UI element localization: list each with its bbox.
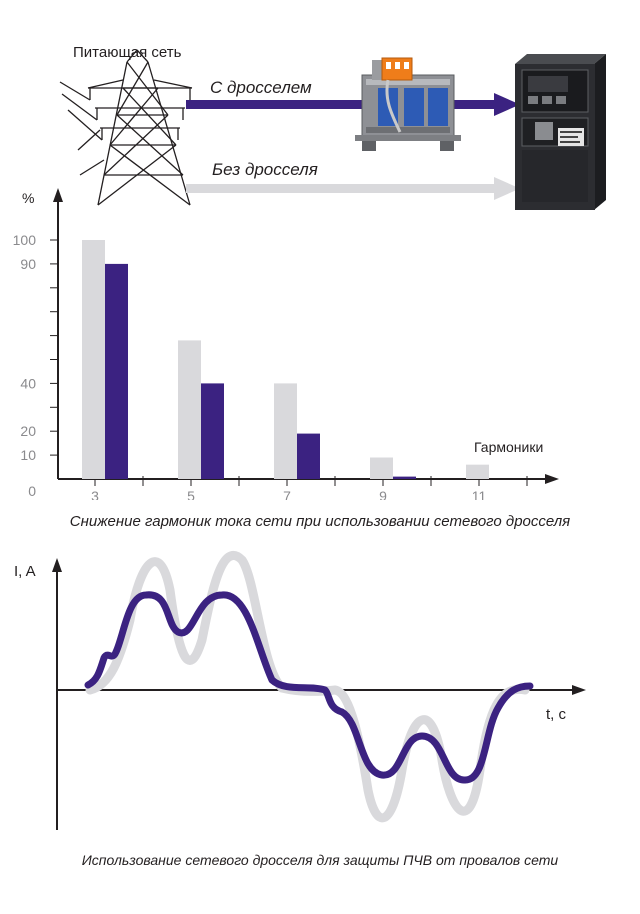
without-choke-label: Без дросселя (212, 160, 318, 179)
supply-diagram (59, 49, 606, 210)
x-tick-label: 9 (379, 488, 387, 500)
y-tick-label: 40 (20, 375, 36, 391)
with-choke-waveform (84, 591, 534, 784)
y-axis-label: % (22, 190, 35, 206)
harmonics-bar-chart: 0 10 20 40 90 100 3 5 7 9 11 (13, 188, 559, 500)
y-tick-label: 100 (13, 232, 37, 248)
chart-tick-labels: 0 10 20 40 90 100 3 5 7 9 11 (13, 232, 487, 500)
x-tick-label: 5 (187, 488, 195, 500)
y-tick-label: 10 (20, 447, 36, 463)
bar-without-choke (370, 457, 393, 479)
x-tick-label: 11 (472, 488, 487, 500)
with-choke-arrow (186, 93, 520, 116)
x-axis-label: Гармоники (474, 439, 544, 455)
x-axis-arrow (545, 474, 559, 484)
y-tick-label: 90 (20, 256, 36, 272)
chart-bars (82, 240, 489, 479)
waveform-caption: Использование сетевого дросселя для защи… (81, 852, 559, 868)
bar-without-choke (274, 383, 297, 479)
bar-without-choke (466, 464, 489, 479)
harmonics-caption: Снижение гармоник тока сети при использо… (69, 513, 571, 530)
bar-without-choke (82, 240, 105, 479)
reactor-choke-icon (355, 57, 461, 151)
y-tick-label: 20 (20, 423, 36, 439)
time-axis-label: t, c (546, 706, 567, 723)
bar-with-choke (201, 383, 224, 479)
bar-with-choke (105, 263, 128, 479)
y-axis-arrow (53, 188, 63, 202)
y-tick-label: 0 (28, 483, 36, 499)
network-label: Питающая сеть (73, 44, 182, 61)
frequency-converter-icon (515, 54, 606, 210)
bar-without-choke (178, 340, 201, 479)
bar-with-choke (297, 433, 320, 479)
bar-with-choke (393, 476, 416, 479)
x-tick-label: 3 (91, 488, 99, 500)
power-line-tower-icon (59, 49, 193, 206)
without-choke-arrow (186, 177, 520, 200)
current-waveform-diagram (52, 551, 586, 830)
current-axis-label: I, A (14, 563, 36, 580)
with-choke-label: С дросселем (210, 78, 312, 97)
x-tick-label: 7 (283, 488, 291, 500)
